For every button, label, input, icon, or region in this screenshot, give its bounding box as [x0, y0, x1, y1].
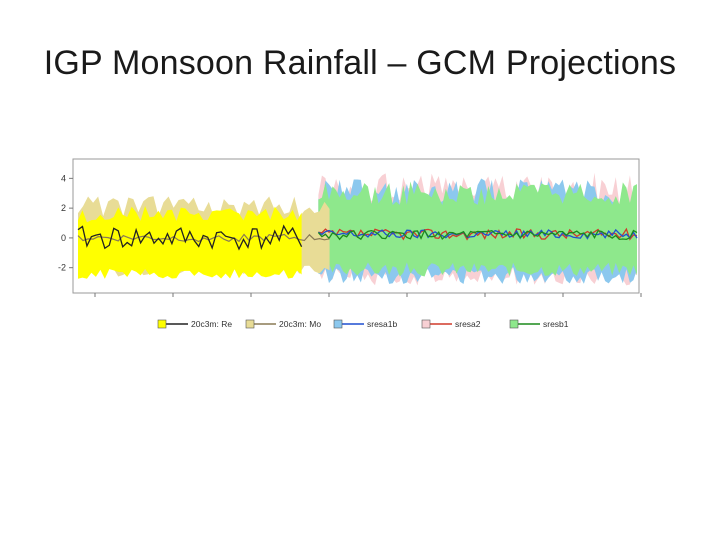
legend-swatch	[245, 319, 255, 329]
legend-label: 20c3m: Re	[191, 319, 232, 329]
line-20c3m-obs	[77, 224, 303, 251]
legend-label: sresa1b	[367, 319, 398, 329]
chart-svg: -2 0 2 4 20c3m: Re 20c3m: Mo sresa1b sresa2 sres…	[58, 158, 642, 329]
band-sresb1	[318, 181, 637, 277]
legend-item: sresa1b	[333, 319, 398, 329]
y-tick-label: 0	[61, 233, 66, 243]
legend-swatch	[157, 319, 167, 329]
line-sresb1	[317, 229, 638, 241]
chart-container: -2 0 2 4 20c3m: Re 20c3m: Mo sresa1b sresa2 sres…	[40, 150, 660, 350]
legend-swatch	[333, 319, 343, 329]
y-tick-label: 4	[61, 173, 66, 183]
legend-label: sresb1	[543, 319, 569, 329]
slide-title: IGP Monsoon Rainfall – GCM Projections	[43, 44, 677, 82]
legend-label: 20c3m: Mo	[279, 319, 321, 329]
legend-label: sresa2	[455, 319, 481, 329]
legend-item: 20c3m: Re	[157, 319, 232, 329]
plot-frame	[72, 158, 640, 294]
legend-swatch	[421, 319, 431, 329]
legend-item: sresa2	[421, 319, 481, 329]
y-tick-label: 2	[61, 203, 66, 213]
legend-item: sresb1	[509, 319, 569, 329]
y-tick-label: -2	[58, 263, 66, 273]
band-20c3m-obs	[78, 205, 302, 279]
legend-item: 20c3m: Mo	[245, 319, 321, 329]
legend-swatch	[509, 319, 519, 329]
